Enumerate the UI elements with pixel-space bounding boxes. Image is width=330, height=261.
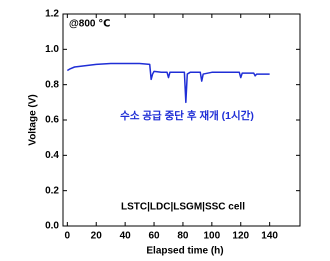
y-tick-label: 0.6 <box>45 115 59 126</box>
cell-label: LSTC|LDC|LSGM|SSC cell <box>121 202 245 213</box>
y-tick-label: 0.8 <box>45 79 59 90</box>
condition-label: @800 ℃ <box>69 19 110 30</box>
x-axis-label: Elapsed time (h) <box>146 246 223 257</box>
y-tick-label: 0.2 <box>45 185 59 196</box>
y-axis-label: Voltage (V) <box>28 94 39 145</box>
x-tick-label: 0 <box>65 231 71 242</box>
y-tick-label: 1.0 <box>45 44 59 55</box>
y-tick-label: 0.0 <box>45 221 59 232</box>
x-tick-label: 140 <box>261 231 278 242</box>
x-tick-label: 40 <box>120 231 132 242</box>
x-tick-label: 100 <box>204 231 221 242</box>
data-line <box>66 62 270 104</box>
x-tick-label: 20 <box>91 231 103 242</box>
y-tick-label: 1.2 <box>45 9 59 20</box>
x-tick-label: 80 <box>177 231 189 242</box>
y-tick-label: 0.4 <box>45 150 59 161</box>
x-tick-label: 120 <box>232 231 249 242</box>
annotation: 수소 공급 중단 후 재개 (1시간) <box>120 109 254 122</box>
x-tick-label: 60 <box>148 231 160 242</box>
